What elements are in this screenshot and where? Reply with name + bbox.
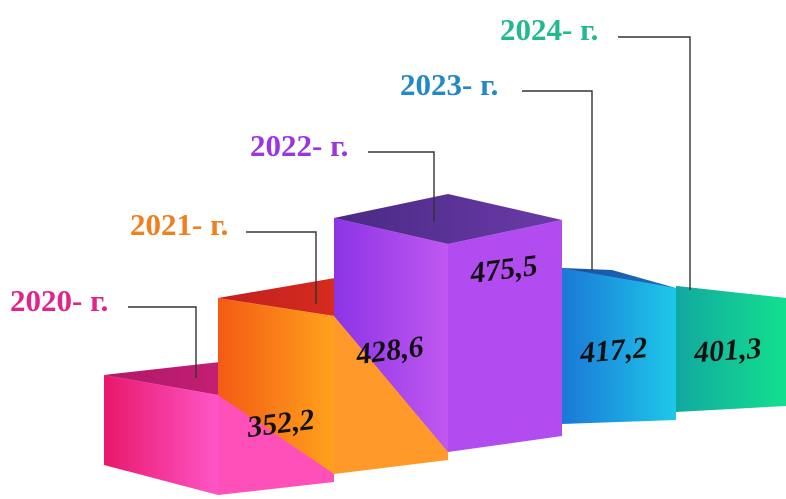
bar-2022 — [334, 194, 562, 452]
leader-lines — [128, 36, 691, 378]
year-label-2024: 2024- г. — [500, 12, 598, 47]
bar-2022-front — [334, 218, 448, 452]
leader-line-2023 — [522, 90, 593, 270]
bar-2022-side — [448, 220, 562, 452]
year-label-2021: 2021- г. — [130, 207, 228, 242]
bar-2021 — [218, 278, 448, 474]
bar-2022-top — [334, 194, 562, 244]
value-label-2023: 417,2 — [578, 331, 649, 370]
bar-2021-front — [218, 298, 334, 474]
bar-2023-front — [562, 268, 676, 424]
bar-2024 — [676, 286, 786, 412]
year-label-2022: 2022- г. — [250, 128, 348, 163]
leader-line-2024 — [618, 36, 691, 290]
bar-2023 — [562, 268, 676, 424]
leader-line-2021 — [246, 231, 317, 304]
bar-2024-front — [676, 286, 786, 412]
bar-2020-front — [104, 375, 218, 495]
year-label-2020: 2020- г. — [10, 283, 108, 318]
value-label-2024: 401,3 — [692, 332, 763, 370]
leader-line-2020 — [128, 306, 197, 378]
year-label-2023: 2023- г. — [400, 67, 498, 102]
leader-line-2022 — [368, 151, 435, 222]
